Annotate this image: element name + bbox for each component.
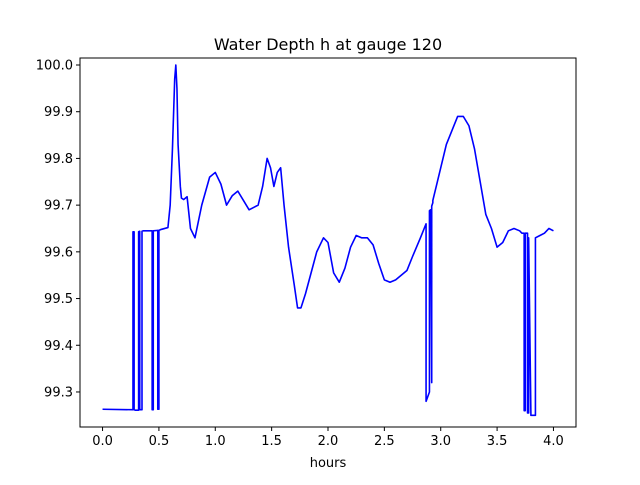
x-axis-title: hours (310, 456, 347, 471)
y-axis: 99.3 99.4 99.5 99.6 99.7 99.8 99.9 100.0 (36, 59, 80, 400)
y-tick-label: 99.9 (44, 105, 73, 120)
y-tick-label: 99.8 (44, 152, 73, 167)
x-tick-label: 2.5 (374, 434, 395, 449)
chart-title: Water Depth h at gauge 120 (214, 35, 442, 54)
y-tick-label: 99.4 (44, 339, 73, 354)
y-tick-label: 100.0 (36, 59, 73, 74)
x-tick-label: 4.0 (543, 434, 564, 449)
x-tick-label: 1.0 (205, 434, 226, 449)
x-tick-label: 1.5 (261, 434, 282, 449)
series-line-0 (102, 64, 554, 417)
x-tick-label: 0.5 (149, 434, 170, 449)
x-tick-label: 3.0 (430, 434, 451, 449)
y-tick-label: 99.6 (44, 245, 73, 260)
y-tick-label: 99.3 (44, 385, 73, 400)
x-tick-label: 3.5 (487, 434, 508, 449)
y-tick-label: 99.5 (44, 292, 73, 307)
x-tick-label: 2.0 (318, 434, 339, 449)
y-tick-label: 99.7 (44, 199, 73, 214)
x-tick-label: 0.0 (92, 434, 113, 449)
series-layer (102, 64, 554, 417)
x-axis: 0.0 0.5 1.0 1.5 2.0 2.5 3.0 3.5 4.0 (92, 427, 564, 449)
